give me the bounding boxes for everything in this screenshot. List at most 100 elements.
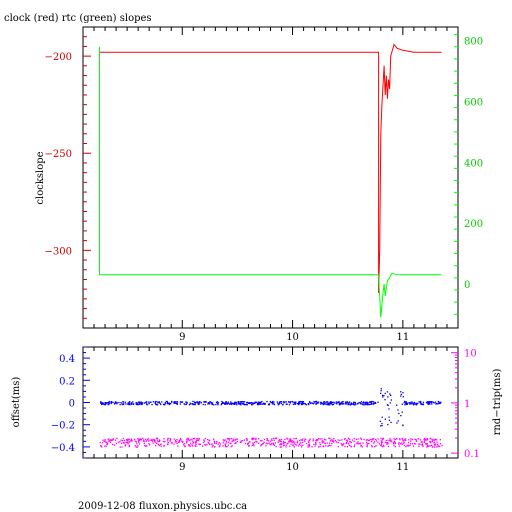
scatter-point [285,446,287,448]
scatter-point [298,401,300,403]
scatter-point [280,446,283,448]
scatter-point [426,446,428,448]
scatter-point [387,441,389,444]
scatter-point [356,442,358,445]
scatter-point [280,438,283,441]
scatter-point [155,441,157,443]
scatter-point [253,402,256,404]
scatter-point [316,401,318,404]
scatter-point [402,424,404,426]
scatter-point [228,439,230,441]
scatter-point [242,401,244,403]
scatter-point [232,402,234,404]
scatter-point [353,440,355,442]
scatter-point [267,440,270,442]
scatter-point [272,437,274,440]
scatter-point [128,445,130,447]
scatter-point [423,440,426,442]
scatter-point [389,393,391,395]
scatter-point [348,402,350,404]
scatter-point [350,402,352,404]
scatter-point [280,443,283,446]
scatter-point [217,443,219,445]
scatter-point [115,442,118,445]
scatter-point [174,401,177,403]
scatter-point [438,445,441,448]
scatter-point [167,440,169,442]
scatter-point [408,402,410,404]
scatter-point [340,401,342,404]
scatter-point [134,440,136,442]
scatter-point [286,443,288,445]
scatter-point [160,445,162,447]
scatter-point [404,438,406,440]
scatter-point [330,439,332,441]
scatter-point [410,403,412,405]
scatter-point [101,442,104,444]
scatter-point [131,402,133,404]
scatter-point [330,401,332,403]
scatter-point [290,438,292,440]
scatter-point [123,439,125,442]
scatter-point [296,440,299,442]
scatter-point [360,437,362,439]
scatter-point [138,443,141,445]
scatter-point [341,402,343,405]
scatter-point [257,442,260,444]
scatter-point [260,445,262,447]
scatter-point [389,402,391,404]
scatter-point [277,404,279,406]
scatter-point [327,404,329,406]
scatter-point [247,442,249,445]
scatter-point [397,409,399,411]
footer-caption: 2009-12-08 fluxon.physics.ubc.ca [78,501,247,512]
scatter-point [198,403,200,405]
scatter-point [108,440,110,442]
scatter-point [375,445,377,447]
scatter-point [431,403,433,405]
scatter-point [194,445,196,447]
scatter-point [254,402,257,404]
scatter-point [366,443,368,445]
scatter-point [409,444,411,447]
scatter-point [279,401,281,403]
scatter-point [381,443,383,445]
scatter-point [410,440,412,442]
scatter-point [239,441,241,443]
scatter-point [390,399,392,401]
scatter-point [257,401,260,403]
scatter-point [193,401,196,403]
bottom-chart: 9 10 11 0.4 0.2 0 −0.2 −0.4 10 1 0.1 offset(ms) rn… [11,346,503,473]
scatter-point [313,402,315,404]
scatter-point [112,439,114,441]
scatter-point [427,403,429,406]
scatter-point [124,445,126,447]
scatter-point [113,403,116,405]
scatter-point [119,404,121,406]
scatter-point [357,438,359,440]
scatter-point [410,401,412,403]
scatter-point [371,403,373,405]
scatter-point [231,445,233,447]
top-y-axis-label: clockslope [35,151,46,204]
scatter-point [205,444,207,446]
scatter-point [231,440,233,442]
scatter-point [230,442,232,444]
scatter-point [148,440,150,442]
top-y2-tick-label: 400 [464,158,483,169]
scatter-point [188,444,191,446]
scatter-point [415,403,417,405]
scatter-point [212,445,214,447]
scatter-point [402,442,404,444]
scatter-point [103,403,105,406]
scatter-point [240,402,242,404]
scatter-point [324,442,326,445]
scatter-point [112,401,114,404]
scatter-point [401,411,403,413]
scatter-point [405,439,407,442]
scatter-point [138,401,141,403]
scatter-point [380,437,382,439]
scatter-point [293,401,295,403]
scatter-point [176,401,179,403]
scatter-point [140,402,142,404]
